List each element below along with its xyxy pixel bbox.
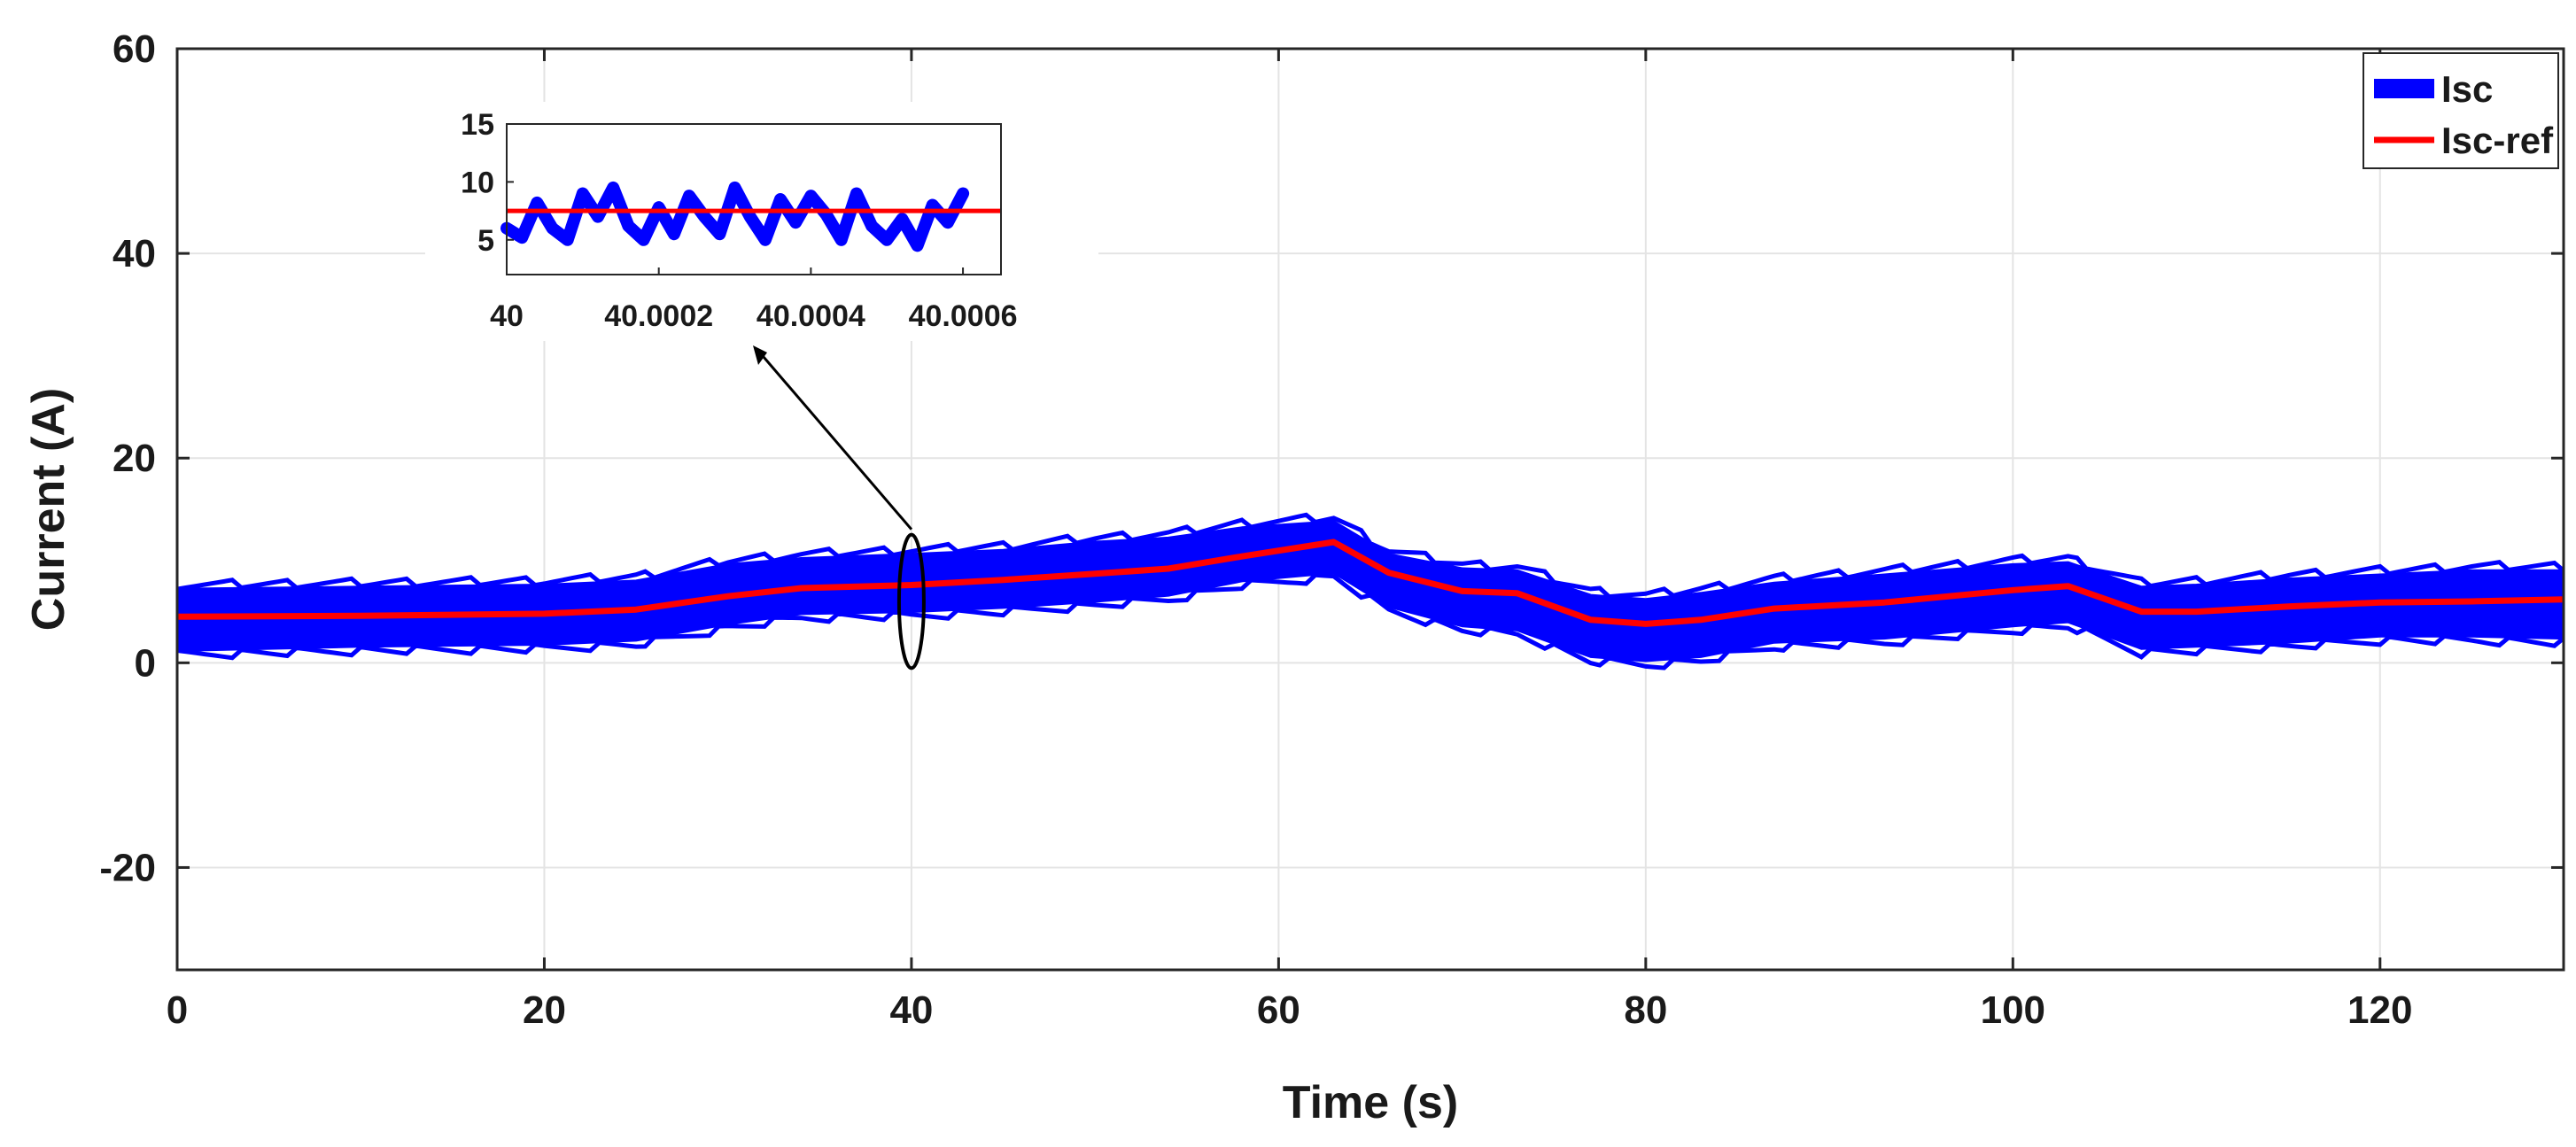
- x-tick-label: 80: [1624, 988, 1667, 1032]
- inset-background: [425, 102, 1098, 341]
- legend-label-isc-ref: Isc-ref: [2441, 120, 2554, 161]
- x-tick-label: 60: [1257, 988, 1300, 1032]
- y-tick-label: 20: [113, 437, 156, 480]
- zoom-arrow-head: [753, 345, 767, 365]
- y-tick-label: -20: [99, 846, 156, 889]
- inset-frame: [506, 123, 1002, 275]
- x-tick-label: 20: [523, 988, 566, 1032]
- x-axis-label: Time (s): [1283, 1077, 1458, 1128]
- legend-box: [2363, 52, 2559, 169]
- legend-label-isc: Isc: [2441, 68, 2493, 110]
- y-tick-label: 40: [113, 232, 156, 275]
- annotation-layer: [753, 345, 926, 670]
- inset-isc-line: [500, 181, 970, 252]
- series-isc-upper-edge: [176, 512, 2565, 600]
- zoom-ellipse-marker: [896, 532, 926, 670]
- inset-x-tick-label: 40.0004: [757, 299, 865, 333]
- y-axis-label: Current (A): [23, 388, 74, 631]
- inset-y-tick-label: 15: [461, 108, 494, 142]
- x-tick-label: 100: [1981, 988, 2045, 1032]
- legend: Isc Isc-ref: [2363, 52, 2559, 169]
- y-tick-label: 60: [113, 27, 156, 71]
- series-isc-lower-edge: [176, 572, 2565, 670]
- inset-y-tick-label: 5: [477, 224, 494, 258]
- plot-frame: [175, 47, 2565, 972]
- y-tick-label: 0: [135, 641, 156, 685]
- x-tick-label: 40: [889, 988, 933, 1032]
- series-isc-ref-line: [176, 539, 2564, 627]
- inset-y-tick-label: 10: [461, 166, 494, 199]
- inset-x-tick-label: 40.0002: [604, 299, 713, 333]
- x-tick-label: 0: [167, 988, 188, 1032]
- inset: 5 10 15 40 40.0002 40.0004 40.0006: [425, 102, 1098, 341]
- inset-x-tick-label: 40: [490, 299, 524, 333]
- x-tick-label: 120: [2347, 988, 2412, 1032]
- axes: 0 20 40 60 80 100 120 -20 0 20 40 60 Time (s) Current…: [23, 27, 2565, 1128]
- inset-x-tick-label: 40.0006: [909, 299, 1018, 333]
- zoom-arrow-line: [757, 350, 913, 531]
